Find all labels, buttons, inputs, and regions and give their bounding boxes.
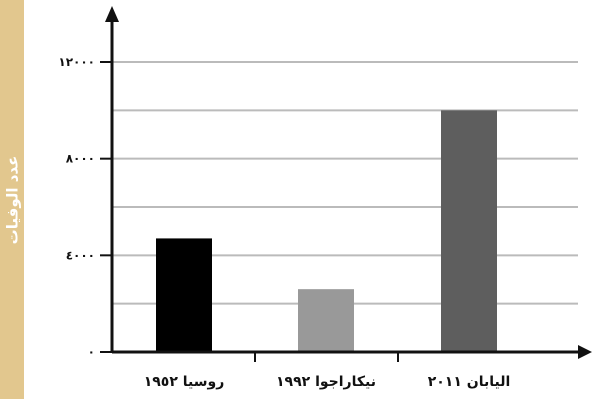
- ylabel-background: [0, 0, 24, 399]
- x-axis-arrow: [578, 345, 592, 359]
- bar: [156, 238, 212, 352]
- x-category-label: اليابان ٢٠١١: [428, 374, 511, 390]
- bar: [441, 110, 497, 352]
- x-category-label: نيكاراجوا ١٩٩٢: [276, 374, 376, 390]
- y-axis-arrow: [105, 6, 119, 22]
- y-tick-label: ٤٠٠٠: [66, 248, 95, 262]
- y-tick-label: ٠: [88, 345, 95, 359]
- y-tick-label: ٨٠٠٠: [66, 152, 95, 166]
- y-tick-label: ١٢٠٠٠: [58, 55, 95, 69]
- bar: [298, 289, 354, 352]
- x-category-label: روسيا ١٩٥٢: [144, 374, 225, 390]
